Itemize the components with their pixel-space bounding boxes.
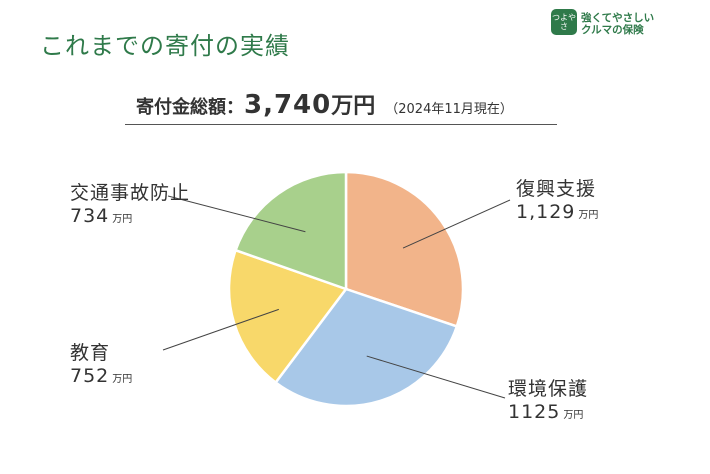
- pie-slice-fukko: [344, 170, 465, 329]
- logo-text-line2: クルマの保険: [581, 24, 644, 36]
- slice-label-kankyo: 環境保護 1125 万円: [508, 374, 588, 423]
- page-title: これまでの寄付の実績: [40, 32, 290, 60]
- pie-slice-kotsu: [234, 170, 348, 291]
- slice-unit: 万円: [578, 210, 599, 221]
- slice-name: 環境保護: [508, 378, 589, 400]
- slice-value: 1125: [508, 401, 561, 423]
- leader-line-fukko: [402, 199, 511, 249]
- total-label: 寄付金総額：: [136, 97, 244, 118]
- pie-slice-kankyo: [273, 287, 459, 408]
- leader-line-kyoiku: [162, 308, 279, 351]
- slice-value: 1,129: [516, 201, 576, 223]
- pie-slice-kyoiku: [227, 248, 349, 385]
- logo-text-line1: 強くてやさしい: [581, 12, 655, 24]
- total-amount: 3,740: [244, 90, 332, 120]
- slice-label-kyoiku: 教育 752 万円: [70, 338, 132, 387]
- slice-value: 752: [70, 365, 110, 387]
- total-unit: 万円: [331, 94, 376, 119]
- slice-name: 復興支援: [516, 178, 597, 200]
- slice-label-kotsu: 交通事故防止 734 万円: [70, 178, 190, 227]
- leader-line-kotsu: [167, 195, 306, 233]
- slice-name: 教育: [70, 342, 111, 364]
- slice-name: 交通事故防止: [70, 182, 191, 204]
- logo-badge: つよやさ: [551, 9, 577, 35]
- slice-unit: 万円: [112, 214, 133, 225]
- total-date-note: （2024年11月現在）: [385, 102, 513, 117]
- slice-label-fukko: 復興支援 1,129 万円: [516, 174, 598, 223]
- slice-unit: 万円: [563, 410, 584, 421]
- donation-total: 寄付金総額：3,740万円 （2024年11月現在）: [136, 88, 556, 120]
- total-underline: [125, 124, 557, 125]
- leader-line-kankyo: [366, 355, 506, 399]
- brand-logo: つよやさ 強くてやさしい クルマの保険: [551, 9, 701, 36]
- slice-unit: 万円: [112, 374, 133, 385]
- slice-value: 734: [70, 205, 110, 227]
